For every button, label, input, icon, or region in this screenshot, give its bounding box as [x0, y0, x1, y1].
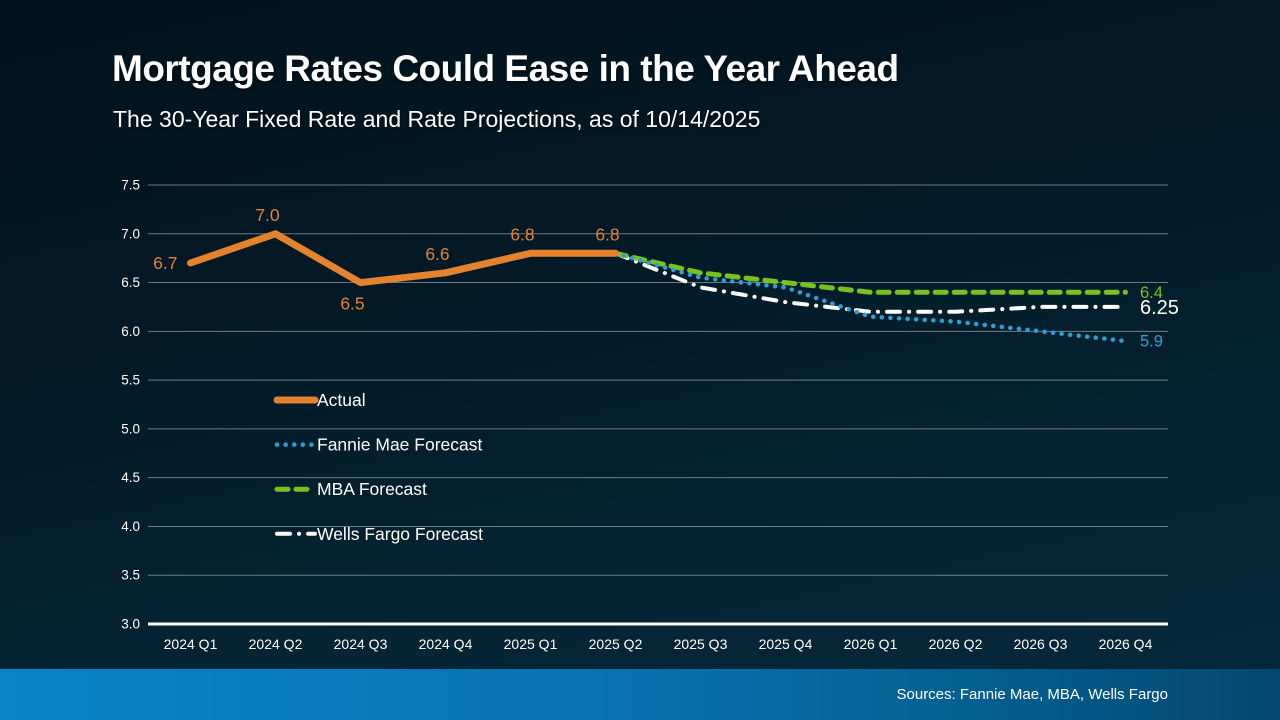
legend-label-wells-fargo-forecast: Wells Fargo Forecast: [317, 524, 483, 544]
x-tick-label: 2026 Q2: [929, 636, 983, 652]
point-label: 6.6: [425, 244, 449, 264]
x-tick-label: 2026 Q1: [844, 636, 898, 652]
x-tick-label: 2025 Q2: [589, 636, 643, 652]
point-label: 6.7: [153, 253, 177, 273]
chart-subtitle: The 30-Year Fixed Rate and Rate Projecti…: [113, 106, 761, 132]
legend-label-fannie-mae-forecast: Fannie Mae Forecast: [317, 435, 482, 455]
y-tick-label: 6.5: [121, 275, 140, 290]
y-tick-label: 4.0: [121, 519, 140, 534]
series-line-wells-fargo-forecast: [613, 251, 1128, 314]
point-label: 6.8: [510, 224, 534, 244]
end-label-fannie-mae-forecast: 5.9: [1140, 333, 1163, 351]
end-label-mba-forecast: 6.4: [1140, 284, 1163, 302]
series-line-fannie-mae-forecast: [613, 251, 1128, 344]
y-tick-label: 4.5: [121, 470, 140, 485]
y-tick-label: 3.5: [121, 568, 140, 583]
x-tick-label: 2025 Q4: [759, 636, 813, 652]
x-tick-label: 2026 Q3: [1014, 636, 1068, 652]
x-tick-label: 2025 Q1: [504, 636, 558, 652]
y-tick-label: 3.0: [121, 617, 140, 632]
x-tick-label: 2024 Q3: [334, 636, 388, 652]
x-tick-label: 2025 Q3: [674, 636, 728, 652]
y-tick-label: 6.0: [121, 324, 140, 339]
y-tick-label: 7.0: [121, 226, 140, 241]
x-tick-label: 2024 Q1: [164, 636, 218, 652]
y-tick-label: 5.5: [121, 373, 140, 388]
y-tick-label: 7.5: [121, 178, 140, 193]
end-label-wells-fargo-forecast: 6.25: [1140, 297, 1179, 319]
x-tick-label: 2024 Q2: [249, 636, 303, 652]
chart-title: Mortgage Rates Could Ease in the Year Ah…: [112, 48, 899, 89]
series-line-actual: [187, 230, 619, 287]
footer-bar: Sources: Fannie Mae, MBA, Wells Fargo: [0, 669, 1280, 720]
sources-text: Sources: Fannie Mae, MBA, Wells Fargo: [896, 686, 1169, 703]
x-tick-label: 2026 Q4: [1099, 636, 1153, 652]
y-tick-label: 5.0: [121, 421, 140, 436]
legend-label-mba-forecast: MBA Forecast: [317, 479, 427, 499]
point-label: 6.5: [340, 294, 364, 314]
point-label: 7.0: [255, 205, 280, 225]
x-tick-label: 2024 Q4: [419, 636, 473, 652]
legend-label-actual: Actual: [317, 390, 366, 410]
series-line-mba-forecast: [613, 250, 1128, 295]
point-label: 6.8: [595, 224, 619, 244]
